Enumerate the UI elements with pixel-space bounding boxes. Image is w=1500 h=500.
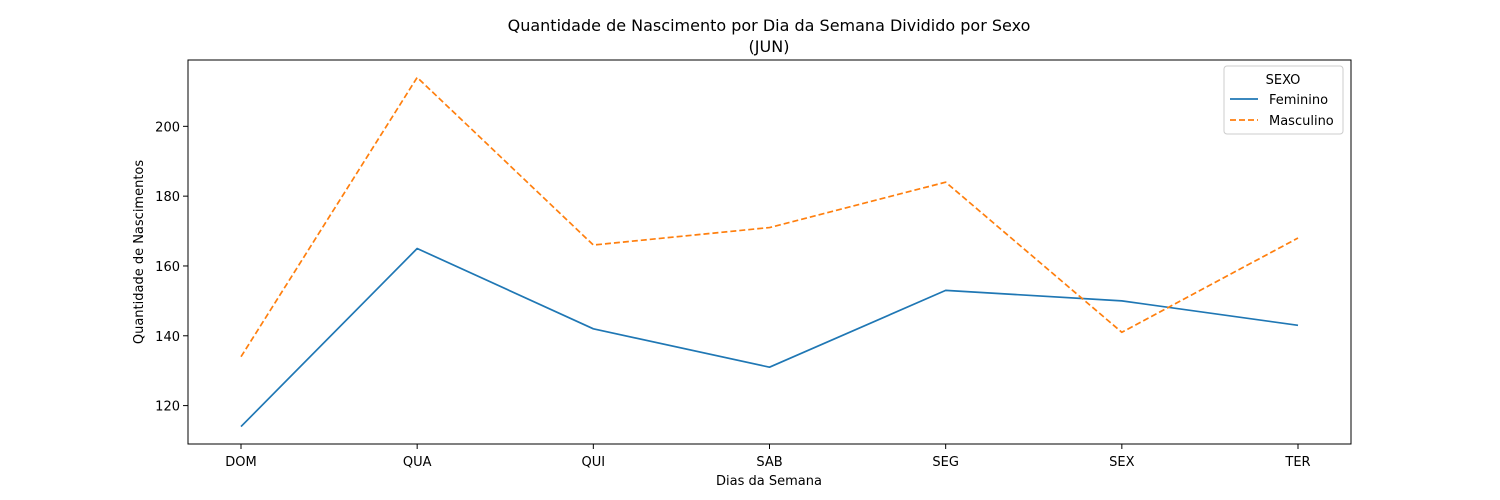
series-line-masculino: [240, 76, 1299, 358]
x-axis-label: Dias da Semana: [716, 474, 822, 489]
y-tick-label: 180: [155, 190, 180, 205]
series-line-feminino: [240, 247, 1299, 428]
x-tick-label: TER: [1284, 455, 1310, 470]
x-tick-label: QUI: [582, 455, 606, 470]
y-axis-label: Quantidade de Nascimentos: [132, 160, 147, 345]
chart-title: Quantidade de Nascimento por Dia da Sema…: [508, 16, 1031, 35]
series-layer: [240, 76, 1299, 428]
legend-title: SEXO: [1266, 73, 1301, 88]
legend: SEXO Feminino Masculino: [1223, 65, 1344, 135]
y-tick-label: 200: [155, 120, 180, 135]
y-tick-label: 140: [155, 330, 180, 345]
x-axis: DOM QUA QUI SAB SEG SEX TER: [225, 444, 1311, 470]
plot-area: [187, 59, 1352, 445]
x-tick-label: QUA: [403, 455, 432, 470]
legend-box: [1223, 65, 1344, 135]
legend-label-masculino: Masculino: [1269, 114, 1334, 129]
x-tick-label: DOM: [225, 455, 256, 470]
y-axis: 120 140 160 180 200: [155, 120, 188, 415]
y-tick-label: 120: [155, 400, 180, 415]
chart-subtitle: (JUN): [749, 37, 790, 56]
y-tick-label: 160: [155, 260, 180, 275]
x-tick-label: SEG: [932, 455, 959, 470]
legend-label-feminino: Feminino: [1269, 93, 1328, 108]
x-tick-label: SEX: [1109, 455, 1134, 470]
x-tick-label: SAB: [756, 455, 782, 470]
